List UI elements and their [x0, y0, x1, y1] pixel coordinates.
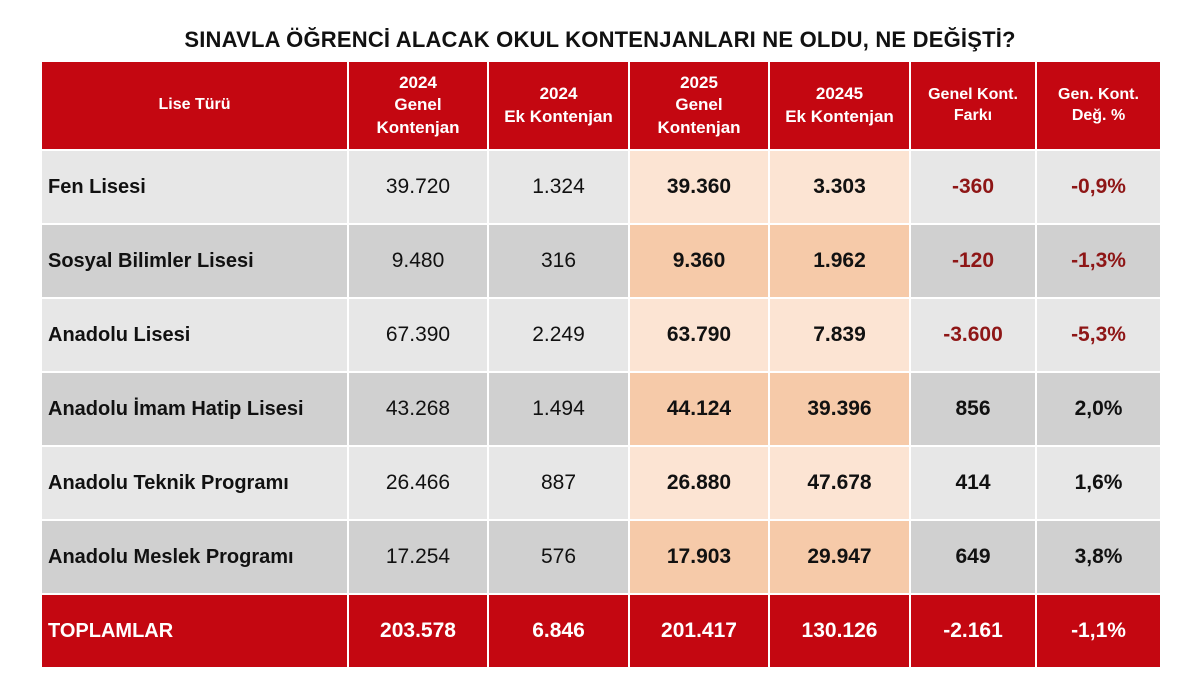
cell-genel-fark: -360 — [909, 149, 1037, 225]
cell-genel-fark: 856 — [909, 371, 1037, 447]
header-line: Gen. Kont. — [1058, 85, 1139, 103]
total-cell-2024-ek: 6.846 — [487, 593, 630, 669]
header-line: 20245 — [815, 84, 864, 104]
header-lise-turu: Lise Türü — [40, 60, 349, 151]
cell-2024-genel: 67.390 — [347, 297, 489, 373]
header-line: Ek Kontenjan — [504, 106, 613, 126]
header-line: Genel — [675, 95, 723, 115]
cell-genel-fark: -120 — [909, 223, 1037, 299]
total-cell-genel-fark: -2.161 — [909, 593, 1037, 669]
cell-2024-ek: 1.494 — [487, 371, 630, 447]
header-line: 2024 — [539, 84, 578, 104]
cell-2024-ek: 316 — [487, 223, 630, 299]
cell-lise-turu: Anadolu Meslek Programı — [40, 519, 349, 595]
cell-lise-turu: Anadolu Teknik Programı — [40, 445, 349, 521]
cell-2025-genel: 17.903 — [628, 519, 770, 595]
cell-2025-genel: 9.360 — [628, 223, 770, 299]
cell-2025-ek: 47.678 — [768, 445, 911, 521]
cell-2024-genel: 26.466 — [347, 445, 489, 521]
cell-2024-ek: 887 — [487, 445, 630, 521]
cell-lise-turu: Anadolu İmam Hatip Lisesi — [40, 371, 349, 447]
header-2024-genel: 2024 Genel Kontenjan — [347, 60, 489, 151]
cell-2024-genel: 39.720 — [347, 149, 489, 225]
cell-2025-genel: 39.360 — [628, 149, 770, 225]
cell-2024-genel: 17.254 — [347, 519, 489, 595]
total-cell-2025-ek: 130.126 — [768, 593, 911, 669]
cell-2025-genel: 26.880 — [628, 445, 770, 521]
header-2024-ek: 2024 Ek Kontenjan — [487, 60, 630, 151]
cell-genel-fark: 649 — [909, 519, 1037, 595]
cell-2024-ek: 576 — [487, 519, 630, 595]
quota-table: Lise Türü 2024 Genel Kontenjan 2024 Ek Konten… — [40, 60, 1162, 669]
cell-degisim-yuzde: 1,6% — [1035, 445, 1162, 521]
header-2025-ek: 20245 Ek Kontenjan — [768, 60, 911, 151]
cell-2025-genel: 44.124 — [628, 371, 770, 447]
cell-degisim-yuzde: 3,8% — [1035, 519, 1162, 595]
cell-genel-fark: -3.600 — [909, 297, 1037, 373]
header-line: 2024 — [399, 73, 437, 93]
cell-degisim-yuzde: -1,3% — [1035, 223, 1162, 299]
table-row: Anadolu İmam Hatip Lisesi 43.268 1.494 44.1… — [40, 371, 1162, 447]
cell-2025-ek: 7.839 — [768, 297, 911, 373]
header-line: Ek Kontenjan — [785, 106, 894, 126]
table-title: SINAVLA ÖĞRENCİ ALACAK OKUL KONTENJANLAR… — [184, 27, 1016, 52]
table-body: Fen Lisesi 39.720 1.324 39.360 3.303 -360 -0,9… — [40, 149, 1162, 669]
total-cell-2024-genel: 203.578 — [347, 593, 489, 669]
header-line: 2025 — [680, 73, 718, 93]
header-line: Kontenjan — [376, 117, 460, 137]
header-degisim-yuzde: Gen. Kont. Değ. % — [1035, 60, 1162, 151]
totals-row: TOPLAMLAR 203.578 6.846 201.417 130.126 -2.16… — [40, 593, 1162, 669]
cell-genel-fark: 414 — [909, 445, 1037, 521]
cell-2024-genel: 43.268 — [347, 371, 489, 447]
cell-lise-turu: Anadolu Lisesi — [40, 297, 349, 373]
header-line: Genel — [394, 95, 442, 115]
cell-lise-turu: Fen Lisesi — [40, 149, 349, 225]
cell-2025-ek: 3.303 — [768, 149, 911, 225]
header-genel-fark: Genel Kont. Farkı — [909, 60, 1037, 151]
cell-2025-ek: 29.947 — [768, 519, 911, 595]
cell-2024-ek: 2.249 — [487, 297, 630, 373]
cell-degisim-yuzde: -5,3% — [1035, 297, 1162, 373]
table-row: Anadolu Lisesi 67.390 2.249 63.790 7.839 -3.6… — [40, 297, 1162, 373]
table-row: Fen Lisesi 39.720 1.324 39.360 3.303 -360 -0,9… — [40, 149, 1162, 225]
header-line: Kontenjan — [657, 117, 741, 137]
cell-lise-turu: Sosyal Bilimler Lisesi — [40, 223, 349, 299]
cell-2024-ek: 1.324 — [487, 149, 630, 225]
cell-2025-ek: 1.962 — [768, 223, 911, 299]
total-cell-degisim-yuzde: -1,1% — [1035, 593, 1162, 669]
cell-2025-genel: 63.790 — [628, 297, 770, 373]
header-line: Değ. % — [1071, 106, 1126, 124]
header-line: Lise Türü — [158, 96, 231, 114]
table-row: Anadolu Meslek Programı 17.254 576 17.903 29… — [40, 519, 1162, 595]
cell-degisim-yuzde: -0,9% — [1035, 149, 1162, 225]
cell-toplamlar-label: TOPLAMLAR — [40, 593, 349, 669]
table-row: Anadolu Teknik Programı 26.466 887 26.880 47… — [40, 445, 1162, 521]
cell-2024-genel: 9.480 — [347, 223, 489, 299]
cell-degisim-yuzde: 2,0% — [1035, 371, 1162, 447]
header-line: Genel Kont. — [928, 85, 1018, 103]
header-line: Farkı — [953, 106, 993, 124]
total-cell-2025-genel: 201.417 — [628, 593, 770, 669]
header-2025-genel: 2025 Genel Kontenjan — [628, 60, 770, 151]
cell-2025-ek: 39.396 — [768, 371, 911, 447]
table-row: Sosyal Bilimler Lisesi 9.480 316 9.360 1.962… — [40, 223, 1162, 299]
header-row: Lise Türü 2024 Genel Kontenjan 2024 Ek Konten… — [40, 60, 1162, 151]
